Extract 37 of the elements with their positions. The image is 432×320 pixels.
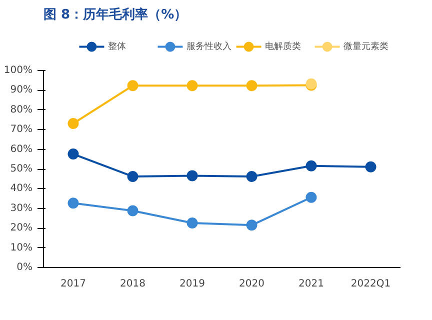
y-tick-label: 50% <box>10 164 33 174</box>
x-tick-label: 2022Q1 <box>350 278 391 290</box>
y-tick-label: 60% <box>10 144 33 155</box>
x-tick-label: 2021 <box>298 278 324 290</box>
y-tick-label: 40% <box>10 183 33 194</box>
point <box>127 170 138 182</box>
y-tick-label: 80% <box>10 104 33 116</box>
x-tick-label: 2019 <box>180 278 205 290</box>
y-tick-label: 90% <box>10 84 33 96</box>
y-tick-label: 30% <box>10 202 33 214</box>
point <box>306 160 317 172</box>
point <box>246 170 258 182</box>
point <box>68 148 79 160</box>
y-tick-label: 20% <box>10 222 33 234</box>
y-tick-label: 100% <box>4 65 33 76</box>
point <box>68 198 79 209</box>
y-tick-label: 10% <box>10 242 33 254</box>
point <box>365 161 376 172</box>
chart-title: 图 8：历年毛利率（%） <box>44 6 188 22</box>
point <box>127 205 138 216</box>
legend-label: 整体 <box>108 40 126 52</box>
point <box>186 170 198 182</box>
point <box>186 80 198 92</box>
point <box>68 118 79 129</box>
point <box>246 220 258 231</box>
point <box>246 80 258 92</box>
legend-label: 服务性收入 <box>186 40 232 52</box>
x-tick-label: 2017 <box>60 278 86 290</box>
x-tick-label: 2020 <box>239 278 264 290</box>
y-tick-label: 0% <box>16 262 33 273</box>
point <box>127 80 138 92</box>
y-tick-label: 70% <box>10 124 33 136</box>
point <box>306 192 317 203</box>
x-tick-label: 2018 <box>120 278 146 290</box>
legend-label: 微量元素类 <box>343 40 388 52</box>
legend-label: 电解质类 <box>264 40 301 52</box>
point <box>186 217 198 228</box>
